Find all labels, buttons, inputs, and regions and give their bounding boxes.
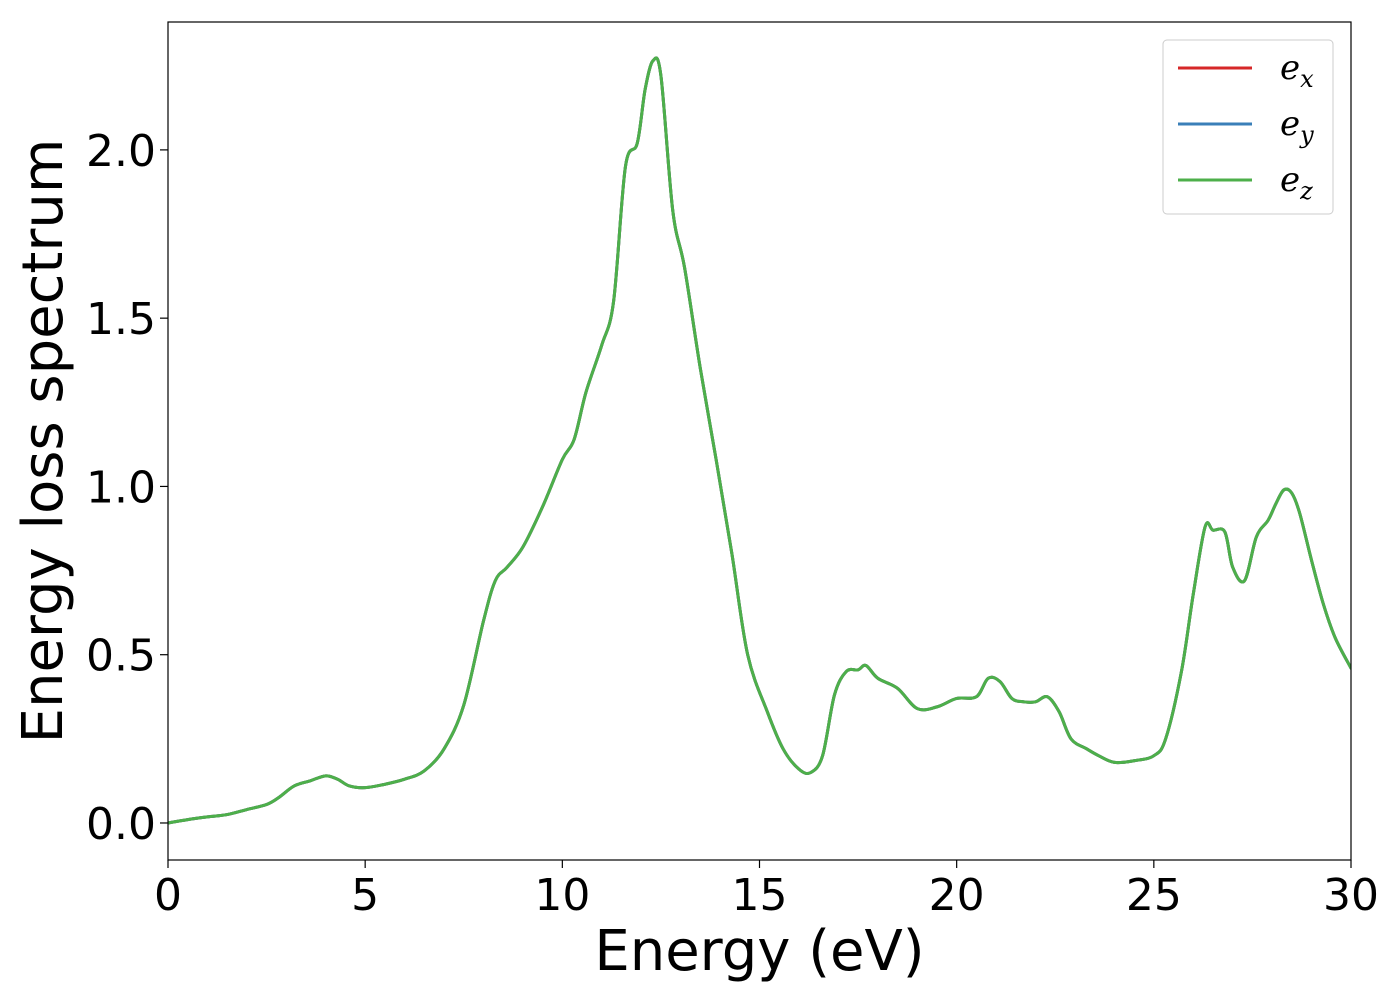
x-axis-ticks: 0 5 10 15 20 25 30	[154, 860, 1379, 921]
y-tick-label: 1.0	[86, 462, 156, 513]
x-tick-label: 25	[1126, 870, 1182, 921]
y-tick-label: 2.0	[86, 126, 156, 177]
legend-box	[1162, 39, 1334, 215]
legend-label-e-x: ex	[1280, 48, 1314, 93]
legend: ex ey ez	[1162, 39, 1334, 215]
y-tick-label: 0.0	[86, 799, 156, 850]
legend-label-e-z: ez	[1280, 160, 1313, 205]
x-tick-label: 30	[1323, 870, 1379, 921]
x-tick-label: 20	[929, 870, 985, 921]
x-axis-label: Energy (eV)	[594, 919, 924, 984]
x-tick-label: 5	[351, 870, 379, 921]
legend-items: ex ey ez	[1178, 48, 1314, 205]
series-lines	[168, 56, 1351, 825]
x-tick-label: 15	[732, 870, 788, 921]
x-tick-label: 0	[154, 870, 182, 921]
legend-label-e-y: ey	[1280, 104, 1314, 149]
x-tick-label: 10	[534, 870, 590, 921]
y-tick-label: 1.5	[86, 294, 156, 345]
y-tick-label: 0.5	[86, 631, 156, 682]
series-line-e-z	[168, 56, 1351, 825]
y-axis-label: Energy loss spectrum	[11, 139, 76, 744]
y-axis-ticks: 0.0 0.5 1.0 1.5 2.0	[86, 126, 168, 850]
